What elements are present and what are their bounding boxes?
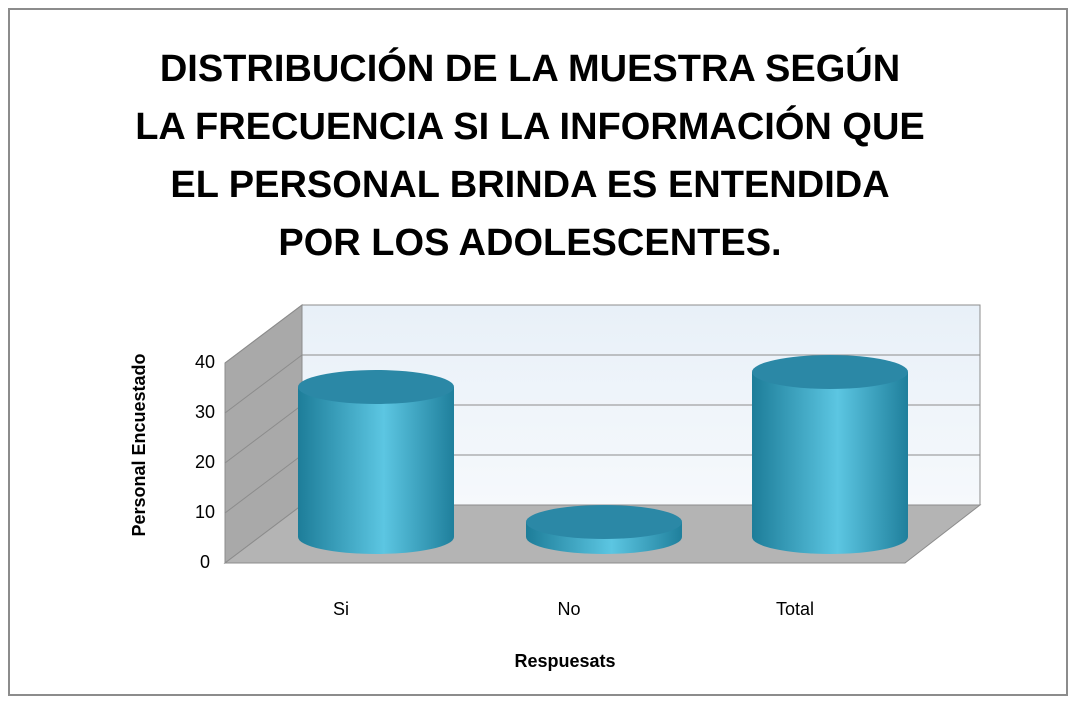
grid-line: [224, 354, 303, 414]
bar: [526, 505, 682, 554]
bar-top: [298, 370, 454, 404]
grid-line: [224, 404, 303, 464]
grid-line: [224, 454, 303, 514]
y-tick-label: 0: [200, 552, 210, 572]
bar-top: [752, 355, 908, 389]
chart-title: DISTRIBUCIÓN DE LA MUESTRA SEGÚN LA FREC…: [135, 48, 925, 264]
x-tick-label: Total: [776, 599, 814, 619]
bar-body: [298, 387, 454, 554]
y-tick-label: 20: [195, 452, 215, 472]
bar: [298, 370, 454, 554]
bar-body: [752, 372, 908, 554]
y-axis-label: Personal Encuestado: [129, 353, 149, 536]
chart-frame: [8, 8, 1068, 696]
x-axis-label: Respuesats: [514, 651, 615, 671]
bar-top: [526, 505, 682, 539]
bar: [752, 355, 908, 554]
y-tick-label: 10: [195, 502, 215, 522]
x-tick-label: Si: [333, 599, 349, 619]
grid-line: [224, 304, 303, 364]
x-tick-label: No: [557, 599, 580, 619]
y-tick-label: 30: [195, 402, 215, 422]
y-tick-label: 40: [195, 352, 215, 372]
